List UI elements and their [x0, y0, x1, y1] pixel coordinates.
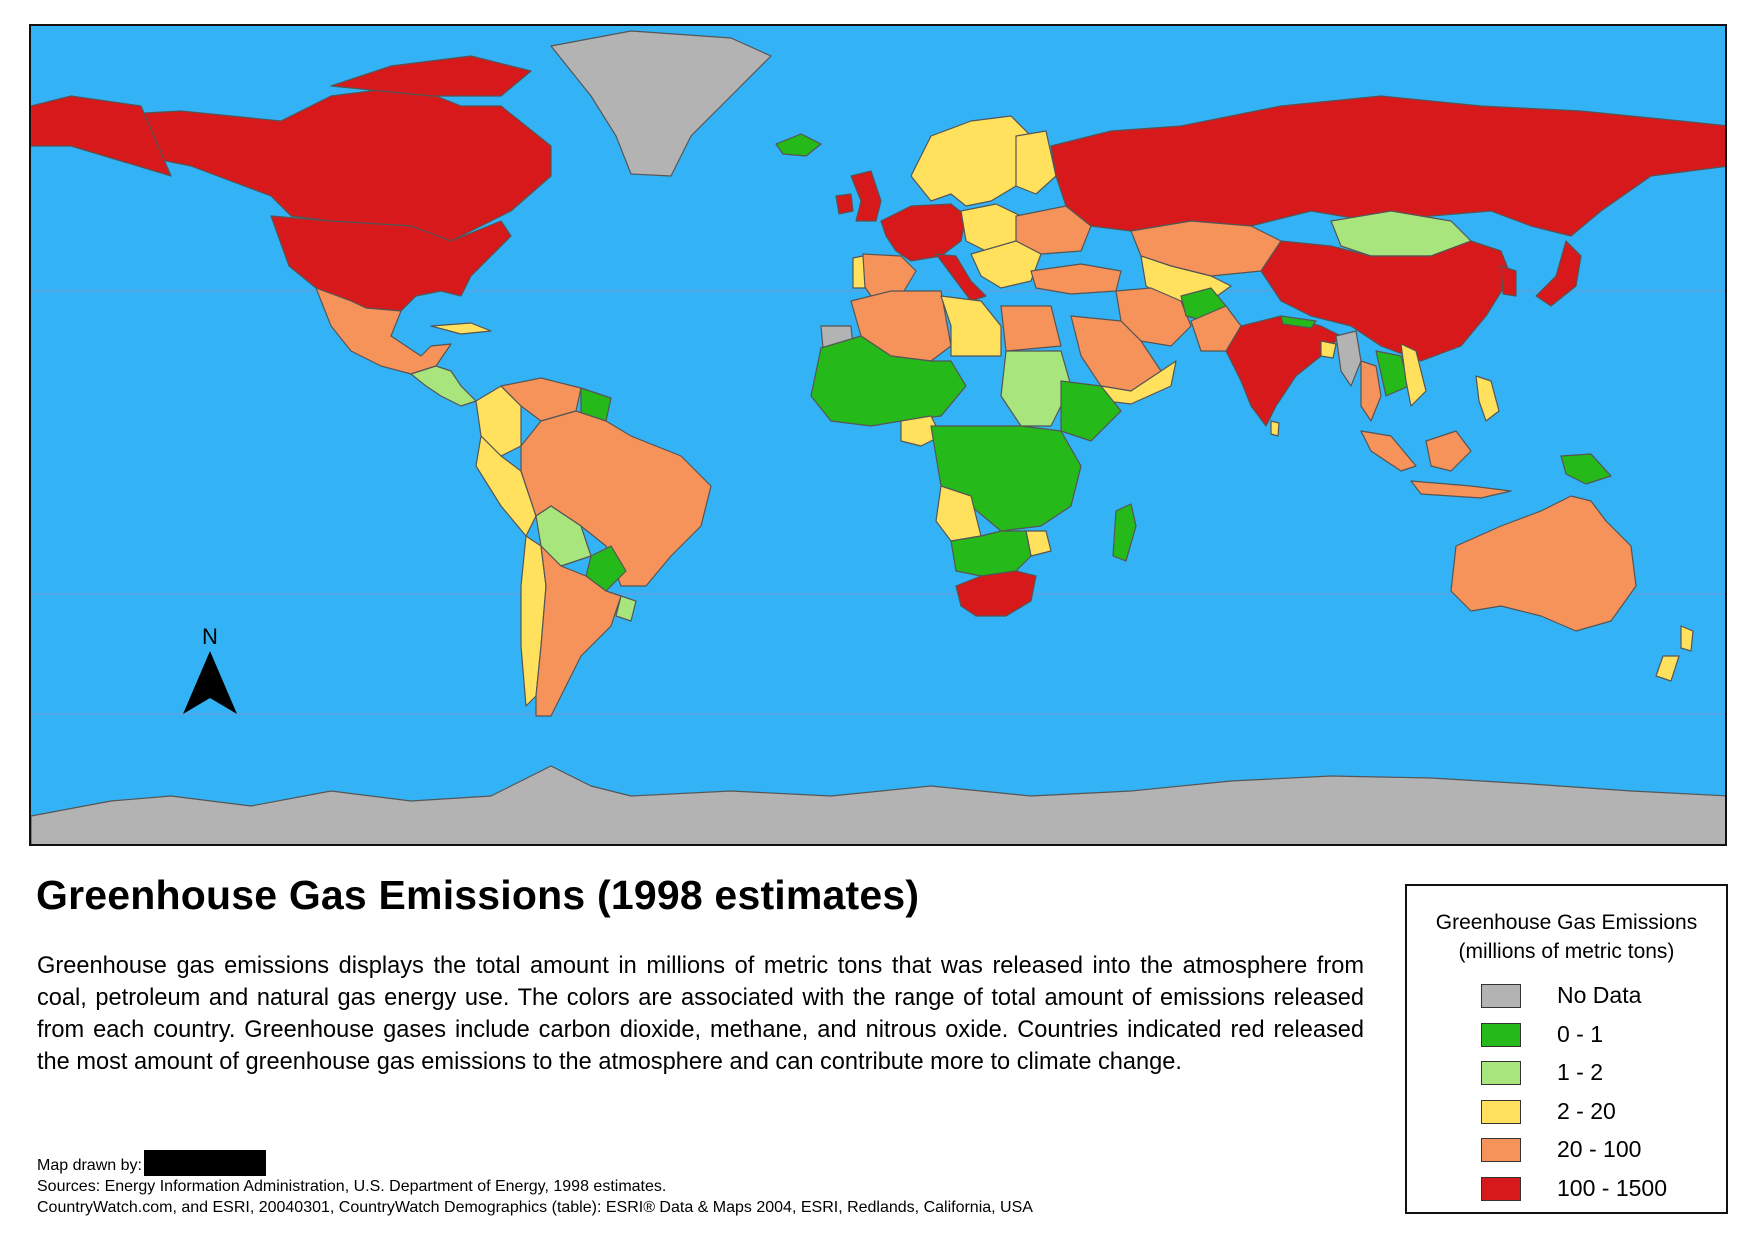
country-nepal	[1280, 315, 1317, 329]
country-mexico	[315, 287, 452, 375]
legend: Greenhouse Gas Emissions (millions of me…	[1405, 884, 1728, 1214]
country-canada	[90, 85, 552, 242]
country-egypt	[1000, 305, 1062, 352]
country-korea	[1500, 265, 1517, 297]
map-canvas: N	[31, 26, 1725, 844]
antarctica	[31, 765, 1725, 844]
country-madagascar	[1112, 503, 1137, 562]
legend-label-0-1: 0 - 1	[1557, 1020, 1604, 1047]
country-ireland	[835, 193, 854, 215]
country-central-africa	[930, 425, 1082, 532]
country-peru	[475, 435, 537, 537]
country-sri-lanka	[1270, 420, 1280, 437]
drawn-by-label: Map drawn by:	[37, 1157, 142, 1174]
country-borneo	[1425, 430, 1472, 472]
country-new-zealand-south	[1655, 655, 1680, 682]
legend-swatch-0-1	[1481, 1022, 1521, 1047]
legend-label-100-1500: 100 - 1500	[1557, 1174, 1667, 1201]
country-sudan	[1000, 350, 1072, 427]
country-indonesia	[1360, 430, 1417, 472]
legend-label-no-data: No Data	[1557, 982, 1642, 1008]
country-france-germany	[880, 203, 967, 262]
redacted-author-box	[143, 1150, 266, 1176]
country-bangladesh	[1320, 340, 1337, 359]
country-nigeria	[900, 415, 942, 447]
legend-label-1-2: 1 - 2	[1557, 1059, 1604, 1085]
north-arrow-right-half	[210, 651, 237, 714]
country-greenland	[550, 30, 772, 177]
country-java-islands	[1410, 480, 1512, 499]
country-portugal	[852, 255, 866, 289]
country-india	[1225, 315, 1342, 427]
country-australia	[1450, 495, 1637, 632]
country-iceland	[775, 133, 822, 157]
country-myanmar	[1335, 330, 1362, 387]
map-title: Greenhouse Gas Emissions (1998 estimates…	[36, 872, 920, 918]
country-ethiopia	[1060, 380, 1122, 442]
legend-swatch-100-1500	[1481, 1176, 1521, 1201]
legend-swatch-20-100	[1481, 1138, 1521, 1162]
country-uruguay	[615, 595, 637, 622]
legend-title-line-2: (millions of metric tons)	[1458, 940, 1675, 963]
north-arrow: N	[183, 624, 237, 714]
sources-line-1: Sources: Energy Information Administrati…	[37, 1178, 667, 1195]
legend-label-2-20: 2 - 20	[1557, 1097, 1616, 1124]
map-description: Greenhouse gas emissions displays the to…	[37, 953, 1364, 1075]
country-japan	[1535, 240, 1582, 307]
legend-title-line-1: Greenhouse Gas Emissions	[1435, 911, 1698, 934]
country-southern-africa	[950, 530, 1032, 577]
country-finland	[1015, 130, 1057, 195]
legend-title: Greenhouse Gas Emissions (millions of me…	[1407, 908, 1726, 966]
country-canada-arctic-islands	[330, 55, 532, 97]
country-new-zealand	[1680, 625, 1694, 652]
country-libya	[940, 295, 1002, 357]
world-map: N	[29, 24, 1727, 846]
legend-label-20-100: 20 - 100	[1557, 1136, 1642, 1162]
country-papua-new-guinea	[1560, 453, 1612, 485]
country-united-kingdom	[850, 170, 882, 222]
drawn-by-line: Map drawn by:	[37, 1150, 1033, 1176]
country-thailand	[1360, 360, 1382, 422]
country-china	[1260, 240, 1512, 362]
country-usa-alaska	[31, 95, 172, 177]
country-balkans	[970, 240, 1042, 289]
country-philippines	[1475, 375, 1500, 422]
north-arrow-label: N	[202, 624, 218, 649]
country-italy	[935, 253, 987, 302]
country-paraguay	[585, 545, 627, 592]
credits: Map drawn by: Sources: Energy Informatio…	[37, 1150, 1033, 1218]
legend-swatch-2-20	[1481, 1099, 1521, 1124]
country-south-africa	[955, 570, 1037, 617]
country-west-africa	[810, 335, 967, 427]
legend-swatch-no-data	[1481, 984, 1521, 1008]
sources-line-2: CountryWatch.com, and ESRI, 20040301, Co…	[37, 1199, 1033, 1216]
legend-swatch-1-2	[1481, 1061, 1521, 1085]
country-argentina	[535, 545, 622, 717]
country-cuba	[430, 322, 492, 335]
north-arrow-left-half	[183, 651, 210, 714]
country-vietnam	[1400, 343, 1427, 407]
